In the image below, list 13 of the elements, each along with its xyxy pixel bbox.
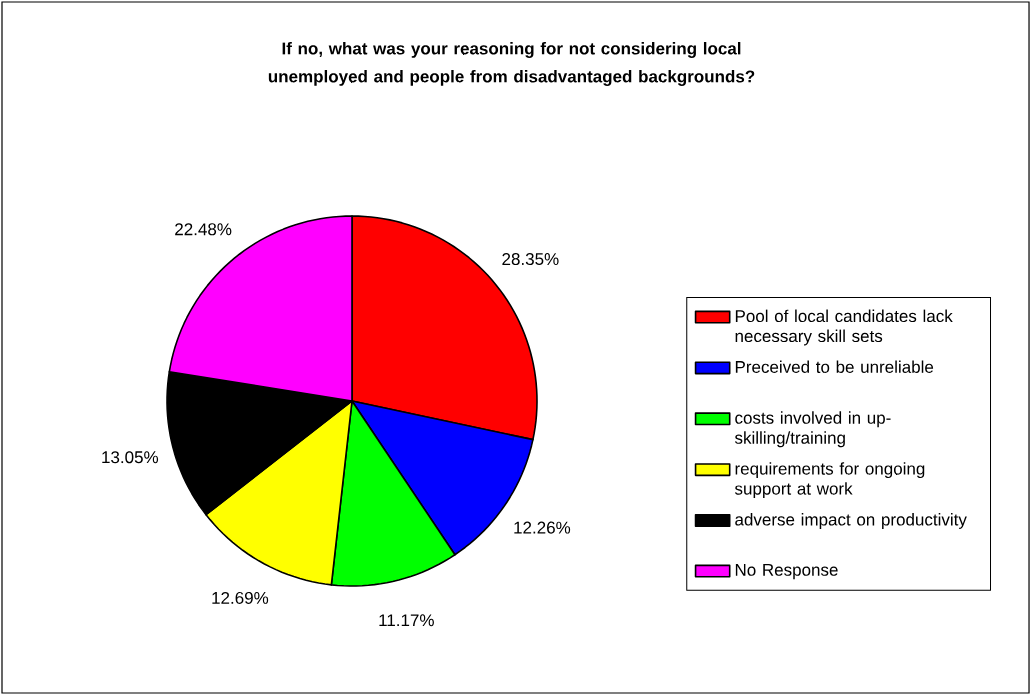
data-label: 11.17% bbox=[379, 614, 434, 627]
data-label: 28.35% bbox=[502, 253, 559, 266]
data-label: 12.26% bbox=[514, 521, 571, 534]
chart-title: If no, what was your reasoning for not considering local unemployed and people from disadvantaged backgrounds? bbox=[268, 42, 755, 86]
legend-label: adverse impact on productivity bbox=[735, 513, 967, 529]
legend-label: costs involved in up-skilling/training bbox=[734, 411, 891, 448]
legend-label: No Response bbox=[735, 563, 838, 580]
legend-label: Preceived to be unreliable bbox=[735, 360, 934, 373]
data-label: 13.05% bbox=[102, 451, 159, 464]
data-label: 22.48% bbox=[175, 223, 232, 236]
data-label: 12.69% bbox=[212, 591, 269, 604]
legend-label: Pool of local candidates lack necessary skill sets bbox=[735, 309, 953, 346]
legend-label: requirements for ongoing support at work bbox=[734, 462, 925, 499]
